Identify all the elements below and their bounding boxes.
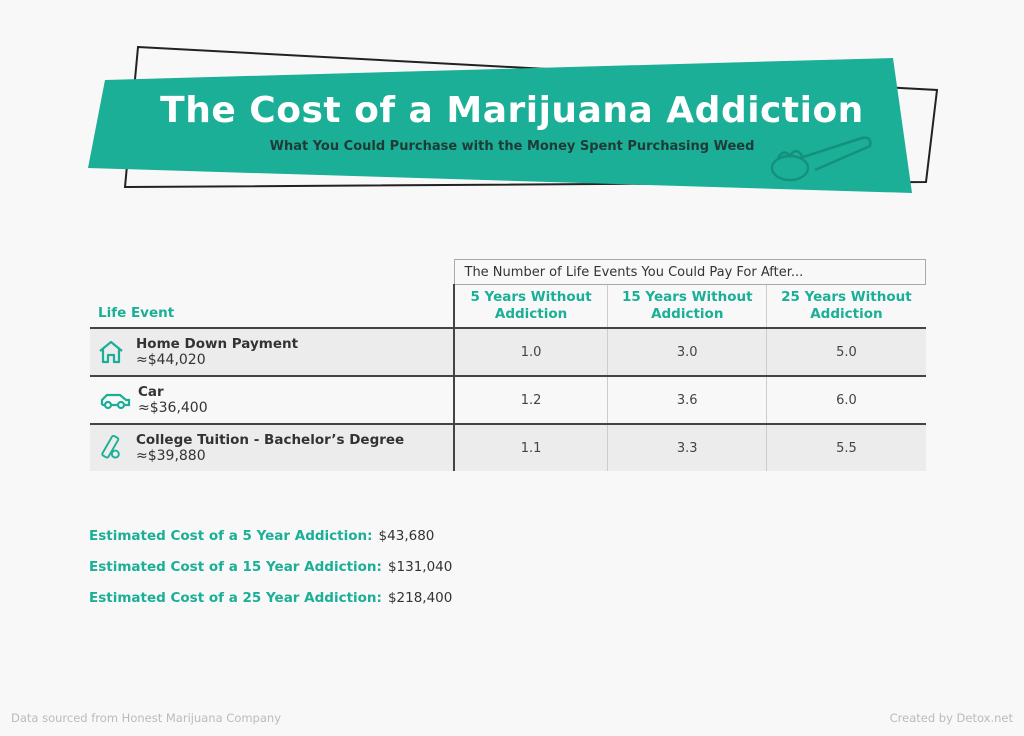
value-cell: 5.5	[766, 423, 926, 471]
event-cost: ≈$36,400	[138, 400, 208, 416]
source-note: Data sourced from Honest Marijuana Compa…	[11, 711, 282, 725]
value-cell: 5.0	[766, 327, 926, 376]
event-cost: ≈$44,020	[136, 352, 206, 368]
house-icon	[99, 340, 123, 364]
title-banner	[88, 45, 939, 193]
value-cell: 6.0	[766, 375, 926, 424]
estimate-label: Estimated Cost of a 15 Year Addiction:	[89, 559, 382, 575]
col-header-25y: 25 Years Without Addiction	[766, 284, 926, 328]
value-cell: 3.6	[607, 375, 767, 424]
page-subtitle: What You Could Purchase with the Money S…	[269, 139, 755, 154]
col-header-5y: 5 Years Without Addiction	[453, 284, 608, 328]
estimate-label: Estimated Cost of a 25 Year Addiction:	[89, 590, 382, 606]
banner-background	[88, 58, 912, 193]
car-icon	[100, 393, 131, 410]
life-event-header: Life Event	[98, 305, 175, 321]
estimate-value: $43,680	[378, 528, 435, 544]
estimate-value: $218,400	[387, 590, 453, 606]
col-header-15y: 15 Years Without Addiction	[607, 284, 767, 328]
value-cell: 1.1	[453, 423, 608, 471]
event-cost: ≈$39,880	[136, 448, 206, 464]
credit-note: Created by Detox.net	[889, 711, 1013, 725]
value-cell: 1.2	[453, 375, 608, 424]
event-name: College Tuition - Bachelor’s Degree	[136, 432, 405, 448]
life-events-table: Life Event The Number of Life Events You…	[90, 259, 926, 471]
estimate-5y: Estimated Cost of a 5 Year Addiction: $43…	[89, 528, 434, 544]
value-cell: 1.0	[453, 327, 608, 376]
pipe-icon	[770, 136, 872, 182]
group-header: The Number of Life Events You Could Pay …	[453, 259, 926, 285]
estimate-value: $131,040	[387, 559, 453, 575]
table-row: Home Down Payment ≈$44,020 1.0 3.0 5.0	[90, 327, 926, 376]
value-cell: 3.3	[607, 423, 767, 471]
table-row: Car ≈$36,400 1.2 3.6 6.0	[90, 375, 926, 424]
event-name: Car	[138, 384, 164, 400]
value-cell: 3.0	[607, 327, 767, 376]
diploma-icon	[101, 435, 120, 459]
estimate-25y: Estimated Cost of a 25 Year Addiction: $2…	[89, 590, 452, 606]
estimate-label: Estimated Cost of a 5 Year Addiction:	[89, 528, 373, 544]
page-title: The Cost of a Marijuana Addiction	[160, 90, 864, 131]
estimate-15y: Estimated Cost of a 15 Year Addiction: $1…	[89, 559, 452, 575]
table-row: College Tuition - Bachelor’s Degree ≈$39,…	[90, 423, 926, 471]
event-name: Home Down Payment	[136, 336, 299, 352]
